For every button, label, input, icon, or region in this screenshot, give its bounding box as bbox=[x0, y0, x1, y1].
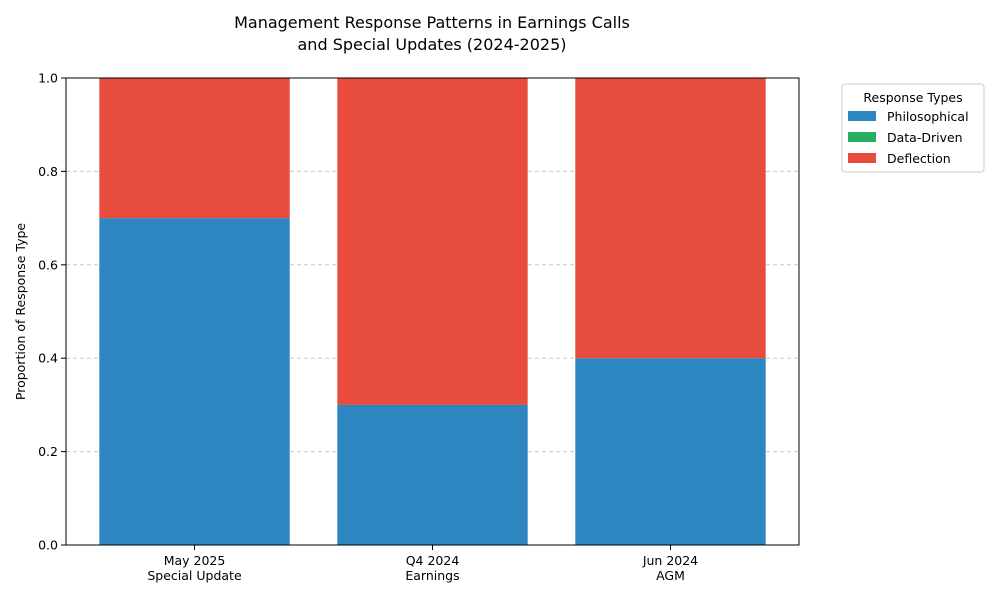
y-tick-label: 1.0 bbox=[38, 71, 58, 86]
bar-deflection-2 bbox=[575, 78, 766, 359]
legend-swatch-philosophical bbox=[848, 111, 876, 121]
x-tick-label: May 2025 bbox=[164, 553, 226, 568]
legend-label: Philosophical bbox=[887, 109, 969, 124]
x-tick-label: Earnings bbox=[405, 568, 459, 583]
legend-swatch-data-driven bbox=[848, 132, 876, 142]
legend: Response Types Philosophical Data-Driven D… bbox=[841, 83, 985, 173]
y-tick-label: 0.4 bbox=[38, 351, 58, 366]
chart-title-line-2: and Special Updates (2024-2025) bbox=[298, 35, 567, 54]
legend-label: Deflection bbox=[887, 151, 951, 166]
bar-deflection-0 bbox=[99, 78, 290, 219]
y-axis-label: Proportion of Response Type bbox=[13, 223, 28, 401]
chart-title-line-1: Management Response Patterns in Earnings… bbox=[234, 13, 630, 32]
legend-label: Data-Driven bbox=[887, 130, 963, 145]
bar-deflection-1 bbox=[337, 78, 528, 405]
y-tick-label: 0.8 bbox=[38, 164, 58, 179]
legend-swatch-deflection bbox=[848, 153, 876, 163]
y-tick-label: 0.6 bbox=[38, 257, 58, 272]
x-tick-label: AGM bbox=[656, 568, 685, 583]
x-tick-label: Special Update bbox=[147, 568, 242, 583]
bar-philosophical-2 bbox=[575, 358, 766, 545]
bars bbox=[99, 78, 766, 545]
x-tick-label: Jun 2024 bbox=[642, 553, 698, 568]
y-axis: 0.0 0.2 0.4 0.6 0.8 1.0 bbox=[38, 71, 66, 553]
x-tick-label: Q4 2024 bbox=[406, 553, 460, 568]
bar-philosophical-0 bbox=[99, 218, 290, 545]
y-tick-label: 0.2 bbox=[38, 444, 58, 459]
bar-philosophical-1 bbox=[337, 404, 528, 545]
y-tick-label: 0.0 bbox=[38, 538, 58, 553]
legend-box bbox=[841, 83, 985, 173]
legend-items: Philosophical Data-Driven Deflection bbox=[848, 109, 969, 166]
legend-title: Response Types bbox=[863, 90, 962, 105]
